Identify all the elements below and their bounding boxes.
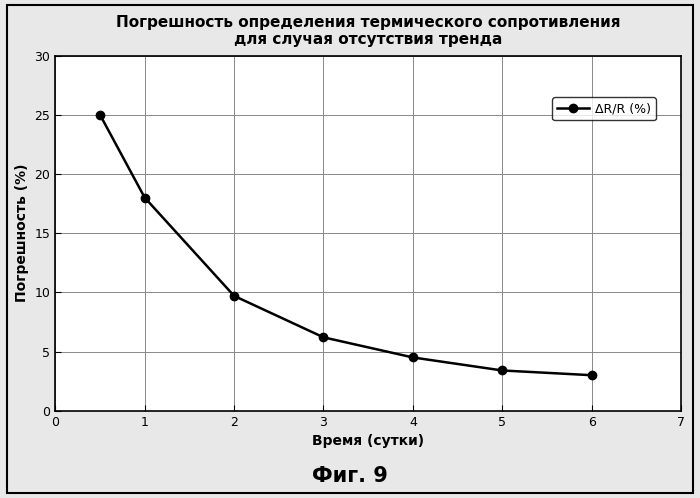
ΔR/R (%): [319, 334, 328, 340]
ΔR/R (%): [230, 293, 238, 299]
Text: Фиг. 9: Фиг. 9: [312, 466, 388, 486]
Legend: ΔR/R (%): ΔR/R (%): [552, 97, 656, 121]
ΔR/R (%): [141, 195, 149, 201]
X-axis label: Время (сутки): Время (сутки): [312, 434, 424, 448]
ΔR/R (%): [587, 372, 596, 378]
Line: ΔR/R (%): ΔR/R (%): [96, 111, 596, 379]
ΔR/R (%): [498, 368, 506, 374]
ΔR/R (%): [96, 112, 104, 118]
ΔR/R (%): [409, 355, 417, 361]
Y-axis label: Погрешность (%): Погрешность (%): [15, 164, 29, 302]
Title: Погрешность определения термического сопротивления
для случая отсутствия тренда: Погрешность определения термического соп…: [116, 15, 620, 47]
